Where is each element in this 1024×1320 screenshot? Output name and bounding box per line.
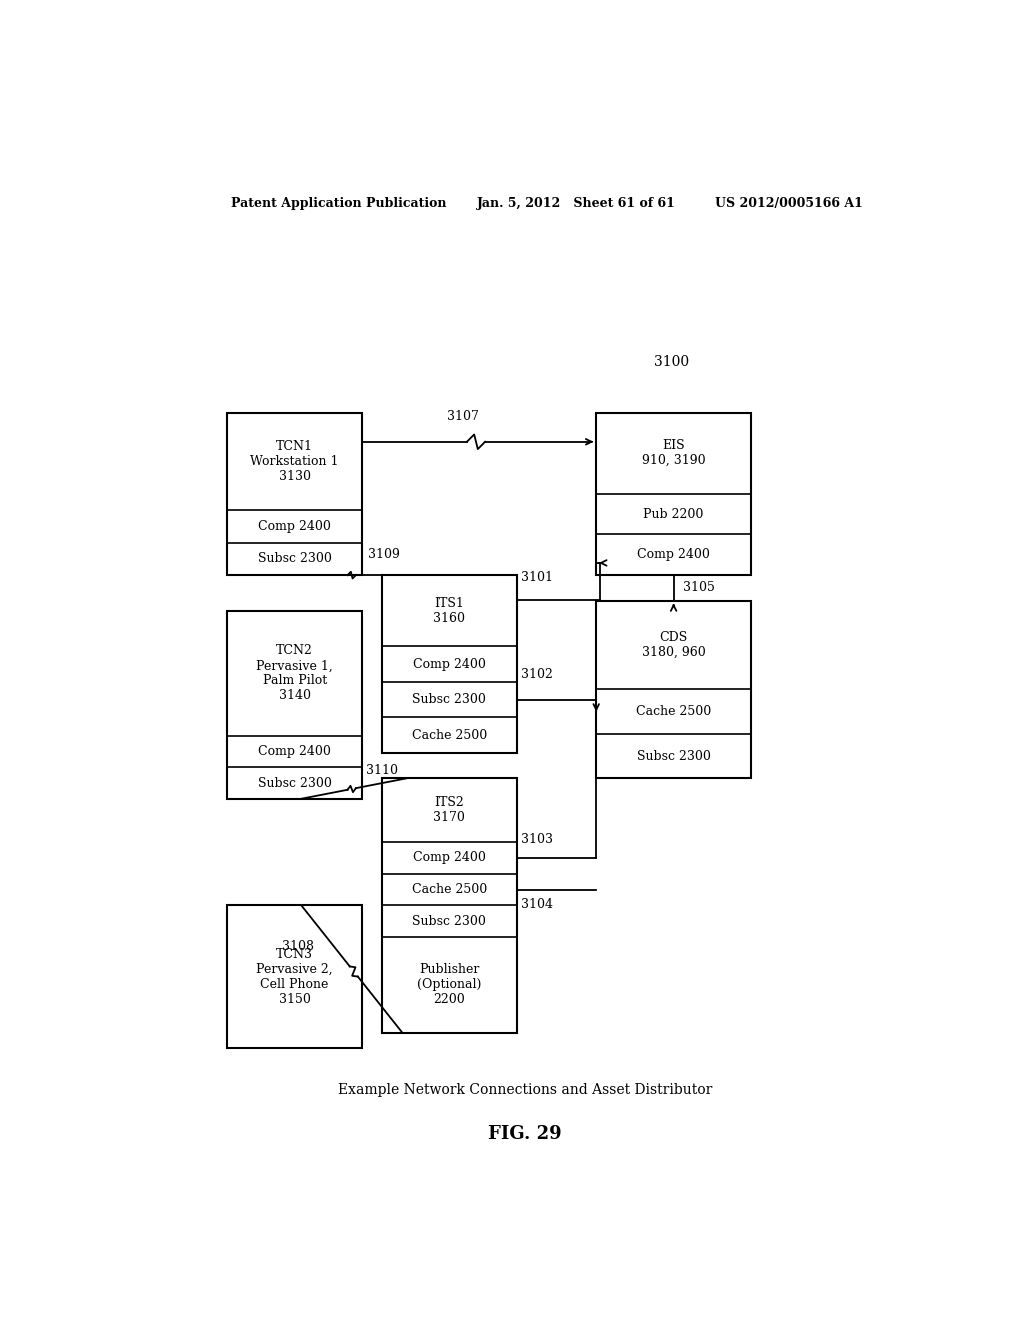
Text: FIG. 29: FIG. 29 [488,1125,561,1143]
Text: 3105: 3105 [683,581,715,594]
Text: Comp 2400: Comp 2400 [258,520,331,533]
Text: US 2012/0005166 A1: US 2012/0005166 A1 [715,197,863,210]
Bar [596,412,751,576]
Text: 3104: 3104 [521,898,553,911]
Text: Publisher
(Optional)
2200: Publisher (Optional) 2200 [417,964,481,1006]
Bar [227,412,362,576]
Text: TCN2
Pervasive 1,
Palm Pilot
3140: TCN2 Pervasive 1, Palm Pilot 3140 [256,644,333,702]
Text: 3108: 3108 [282,940,314,953]
Text: Pub 2200: Pub 2200 [643,508,703,520]
Text: Comp 2400: Comp 2400 [413,657,485,671]
Text: Jan. 5, 2012   Sheet 61 of 61: Jan. 5, 2012 Sheet 61 of 61 [477,197,676,210]
Text: Comp 2400: Comp 2400 [637,548,710,561]
Bar [382,779,517,1032]
Text: 3109: 3109 [368,548,400,561]
Text: Subsc 2300: Subsc 2300 [413,915,486,928]
Text: Cache 2500: Cache 2500 [412,729,487,742]
Text: 3110: 3110 [366,764,397,776]
Text: Patent Application Publication: Patent Application Publication [231,197,446,210]
Text: CDS
3180, 960: CDS 3180, 960 [642,631,706,659]
Bar [596,601,751,779]
Bar [382,576,517,752]
Text: Comp 2400: Comp 2400 [413,851,485,865]
Text: ITS1
3160: ITS1 3160 [433,597,465,624]
Text: TCN1
Workstation 1
3130: TCN1 Workstation 1 3130 [251,440,339,483]
Text: 3102: 3102 [521,668,553,681]
Text: Example Network Connections and Asset Distributor: Example Network Connections and Asset Di… [338,1084,712,1097]
Text: EIS
910, 3190: EIS 910, 3190 [642,440,706,467]
Text: 3101: 3101 [521,570,553,583]
Text: Cache 2500: Cache 2500 [636,705,712,718]
Bar [227,611,362,799]
Bar [227,906,362,1048]
Text: Cache 2500: Cache 2500 [412,883,487,896]
Text: ITS2
3170: ITS2 3170 [433,796,465,824]
Text: 3100: 3100 [654,355,689,368]
Text: Subsc 2300: Subsc 2300 [258,776,332,789]
Text: Subsc 2300: Subsc 2300 [413,693,486,706]
Text: Subsc 2300: Subsc 2300 [258,552,332,565]
Text: Subsc 2300: Subsc 2300 [637,750,711,763]
Text: 3103: 3103 [521,833,553,846]
Text: 3107: 3107 [447,411,479,424]
Text: TCN3
Pervasive 2,
Cell Phone
3150: TCN3 Pervasive 2, Cell Phone 3150 [256,948,333,1006]
Text: Comp 2400: Comp 2400 [258,746,331,758]
